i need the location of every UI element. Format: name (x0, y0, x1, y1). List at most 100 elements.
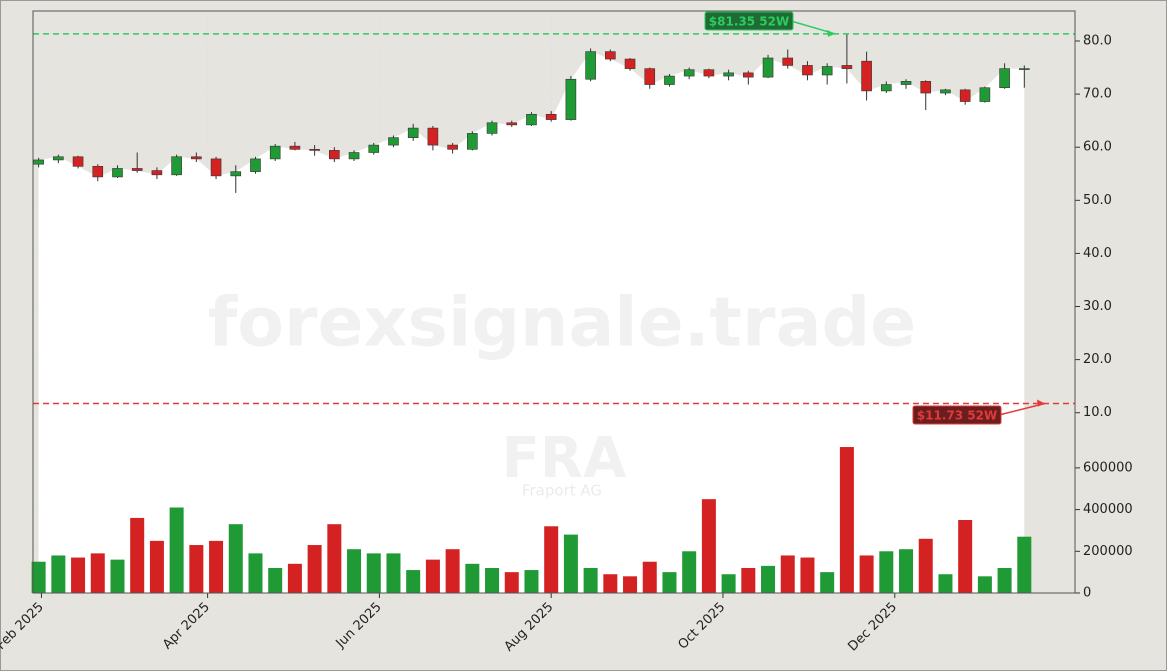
candle-body (762, 57, 774, 78)
candle-body (683, 69, 695, 77)
volume-bar (149, 540, 164, 593)
volume-bar (682, 551, 697, 593)
candle-body (585, 51, 596, 80)
volume-bar (563, 534, 578, 593)
candle-body (92, 166, 104, 178)
company-watermark: Fraport AG (522, 482, 602, 500)
candle-body (605, 51, 616, 60)
y-tick-label: 70.0 (1083, 87, 1112, 102)
volume-bar (820, 572, 835, 593)
volume-bar (425, 559, 440, 593)
volume-bar (524, 570, 539, 593)
candle-body (624, 58, 636, 69)
volume-bar (603, 574, 618, 593)
candle-body (821, 66, 833, 76)
volume-bar (228, 524, 243, 593)
candle-body (565, 78, 577, 120)
candle-body (427, 127, 439, 146)
y-tick-label: 40.0 (1083, 246, 1112, 261)
volume-bar (977, 576, 992, 593)
candle-body (999, 68, 1010, 89)
candle-body (802, 65, 813, 76)
candle-body (131, 168, 143, 171)
candle-body (841, 65, 853, 69)
annotation-label: $11.73 52W (917, 409, 997, 423)
volume-bar (741, 567, 756, 593)
candle-body (644, 68, 656, 85)
candle-body (368, 144, 380, 153)
volume-bar (780, 555, 795, 593)
volume-bar (327, 524, 342, 593)
candle-body (191, 156, 202, 160)
y-tick-label: 80.0 (1083, 34, 1112, 49)
candle-body (782, 57, 794, 66)
volume-bar (287, 563, 302, 593)
candle-body (545, 113, 557, 120)
candle-body (881, 84, 892, 92)
candle-body (506, 122, 518, 126)
volume-bar (879, 551, 894, 593)
candle-body (743, 72, 754, 78)
candle-body (72, 156, 84, 167)
y-tick-label: 20.0 (1083, 352, 1112, 367)
y-tick-label: 30.0 (1083, 299, 1112, 314)
annotation-arrowhead (1037, 399, 1045, 407)
volume-bar (997, 567, 1012, 593)
volume-bar (268, 567, 283, 593)
candle-body (467, 133, 478, 150)
volume-bar (130, 517, 145, 593)
watermark: forexsignale.trade (208, 284, 917, 363)
volume-bar (248, 553, 263, 593)
volume-bar (90, 553, 105, 593)
y2-tick-label: 0 (1083, 586, 1091, 601)
volume-bar (701, 499, 716, 593)
volume-bar (307, 545, 322, 593)
volume-bar (721, 574, 736, 593)
volume-bar (839, 447, 854, 593)
volume-bar (583, 567, 598, 593)
candle-body (210, 158, 222, 177)
volume-bar (189, 545, 204, 593)
candle-body (920, 81, 932, 94)
annotation-label: $81.35 52W (709, 15, 789, 29)
candle-body (112, 168, 123, 178)
volume-bar (386, 553, 401, 593)
volume-bar (642, 561, 657, 593)
candle-body (407, 127, 419, 138)
close-area (38, 51, 1025, 594)
volume-bar (899, 549, 914, 593)
volume-bar (51, 555, 66, 593)
candle-body (250, 158, 261, 172)
candle-body (959, 89, 971, 102)
volume-bar (938, 574, 953, 593)
candle-body (230, 171, 242, 177)
candle-body (940, 89, 951, 94)
y2-tick-label: 600000 (1083, 460, 1133, 475)
volume-bar (169, 507, 184, 593)
volume-bar (623, 576, 638, 593)
candle-body (329, 150, 340, 160)
volume-bar (406, 570, 421, 593)
y-tick-label: 50.0 (1083, 193, 1112, 208)
candle-body (979, 87, 991, 102)
volume-bar (71, 557, 86, 593)
volume-bar (366, 553, 381, 593)
plot-border (32, 10, 1076, 594)
annotation-arrow (998, 402, 1046, 416)
candle-body (900, 81, 912, 85)
volume-bar (209, 540, 224, 593)
y2-tick-label: 200000 (1083, 544, 1133, 559)
volume-bar (485, 567, 500, 593)
candle-body (526, 113, 537, 126)
symbol-watermark: FRA (502, 426, 627, 491)
volume-bar (918, 538, 933, 593)
volume-bar (544, 526, 559, 593)
volume-bar (504, 572, 519, 593)
candle-body (171, 156, 182, 176)
candle-body (33, 159, 44, 165)
candle-body (309, 149, 320, 151)
candle-body (269, 145, 281, 160)
volume-bar (1017, 536, 1032, 593)
volume-bar (859, 555, 874, 593)
volume-bar (800, 557, 815, 593)
